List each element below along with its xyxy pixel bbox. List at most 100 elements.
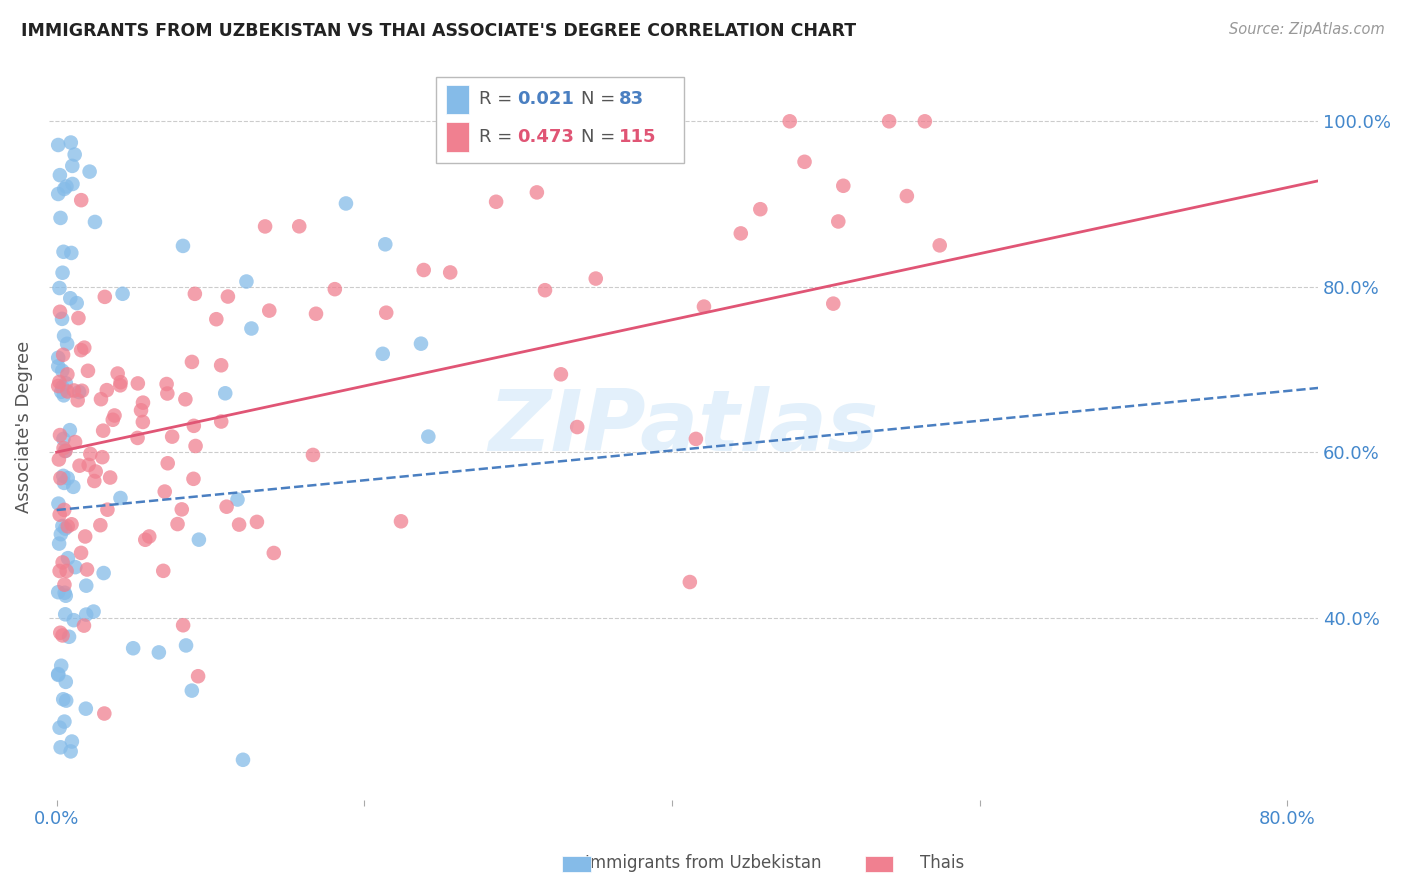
Point (259, 303, 281, 318)
Text: N =: N = (581, 128, 621, 146)
Point (48, 281, 70, 295)
Point (49, 527, 72, 541)
Point (89, 518, 111, 533)
Point (49, 625, 72, 640)
Point (209, 415, 232, 429)
Point (51, 380, 73, 394)
Point (170, 502, 193, 516)
Point (58, 630, 80, 644)
Point (75, 701, 97, 715)
Point (55, 674, 77, 689)
Point (152, 564, 174, 578)
Point (46, 668, 69, 682)
Point (84, 215, 107, 229)
Point (90, 392, 112, 407)
Point (76, 562, 98, 576)
Point (184, 286, 207, 301)
Point (156, 456, 179, 470)
Point (93, 706, 115, 721)
Point (59, 136, 82, 150)
Point (107, 367, 129, 381)
Point (48, 508, 70, 522)
Point (55, 179, 77, 194)
Point (693, 300, 716, 314)
Point (60, 734, 83, 748)
Point (51, 628, 73, 642)
Point (65, 560, 87, 574)
Point (48, 375, 70, 389)
Text: ZIPatlas: ZIPatlas (488, 386, 879, 469)
Point (134, 533, 156, 547)
Point (63, 435, 86, 450)
Point (52, 556, 75, 570)
Point (235, 275, 257, 289)
Point (132, 395, 155, 409)
Point (205, 312, 228, 326)
Point (418, 429, 440, 443)
Point (55, 376, 77, 391)
Point (77, 458, 100, 472)
Point (52, 441, 75, 455)
Y-axis label: Associate's Degree: Associate's Degree (15, 342, 32, 514)
Text: Immigrants from Uzbekistan: Immigrants from Uzbekistan (585, 855, 821, 872)
Point (70, 546, 93, 560)
Point (240, 321, 263, 335)
Point (485, 194, 508, 209)
Point (60, 246, 83, 260)
Point (83, 605, 105, 619)
Point (52, 244, 75, 259)
Point (60, 517, 83, 532)
Point (53, 503, 76, 517)
FancyBboxPatch shape (436, 78, 683, 163)
Point (180, 683, 202, 698)
Point (91, 424, 114, 438)
Point (73, 341, 96, 355)
Point (73, 618, 96, 632)
Point (49, 305, 72, 319)
Point (56, 384, 79, 399)
Point (187, 533, 209, 547)
Bar (446, 85, 470, 114)
Point (129, 403, 152, 417)
Point (779, 114, 801, 128)
Text: R =: R = (479, 90, 519, 109)
Point (56, 519, 79, 533)
Point (155, 377, 177, 392)
Point (550, 368, 572, 382)
Point (59, 291, 82, 305)
Point (56, 368, 79, 382)
Point (263, 546, 285, 560)
Point (389, 514, 412, 528)
Point (51, 364, 73, 378)
Point (305, 307, 328, 321)
Point (585, 271, 607, 285)
Point (174, 639, 197, 653)
Point (49, 211, 72, 225)
Text: Thais: Thais (920, 855, 965, 872)
Point (51, 658, 73, 673)
Point (75, 607, 97, 622)
Point (928, 238, 950, 252)
Point (52, 692, 75, 706)
Point (51, 311, 73, 326)
Point (53, 475, 76, 490)
Point (84, 465, 107, 479)
Point (49, 471, 72, 485)
Text: R =: R = (479, 128, 519, 146)
Point (127, 431, 149, 445)
Point (46, 379, 69, 393)
Point (166, 517, 188, 532)
Point (75, 529, 97, 543)
Point (877, 114, 900, 128)
Point (412, 263, 434, 277)
Point (374, 237, 396, 252)
Point (217, 289, 239, 303)
Point (534, 283, 557, 297)
Point (48, 536, 70, 550)
Point (52, 348, 75, 362)
Point (46, 186, 69, 201)
Point (567, 420, 589, 434)
Point (66, 393, 89, 408)
Point (439, 265, 461, 279)
Point (526, 186, 548, 200)
